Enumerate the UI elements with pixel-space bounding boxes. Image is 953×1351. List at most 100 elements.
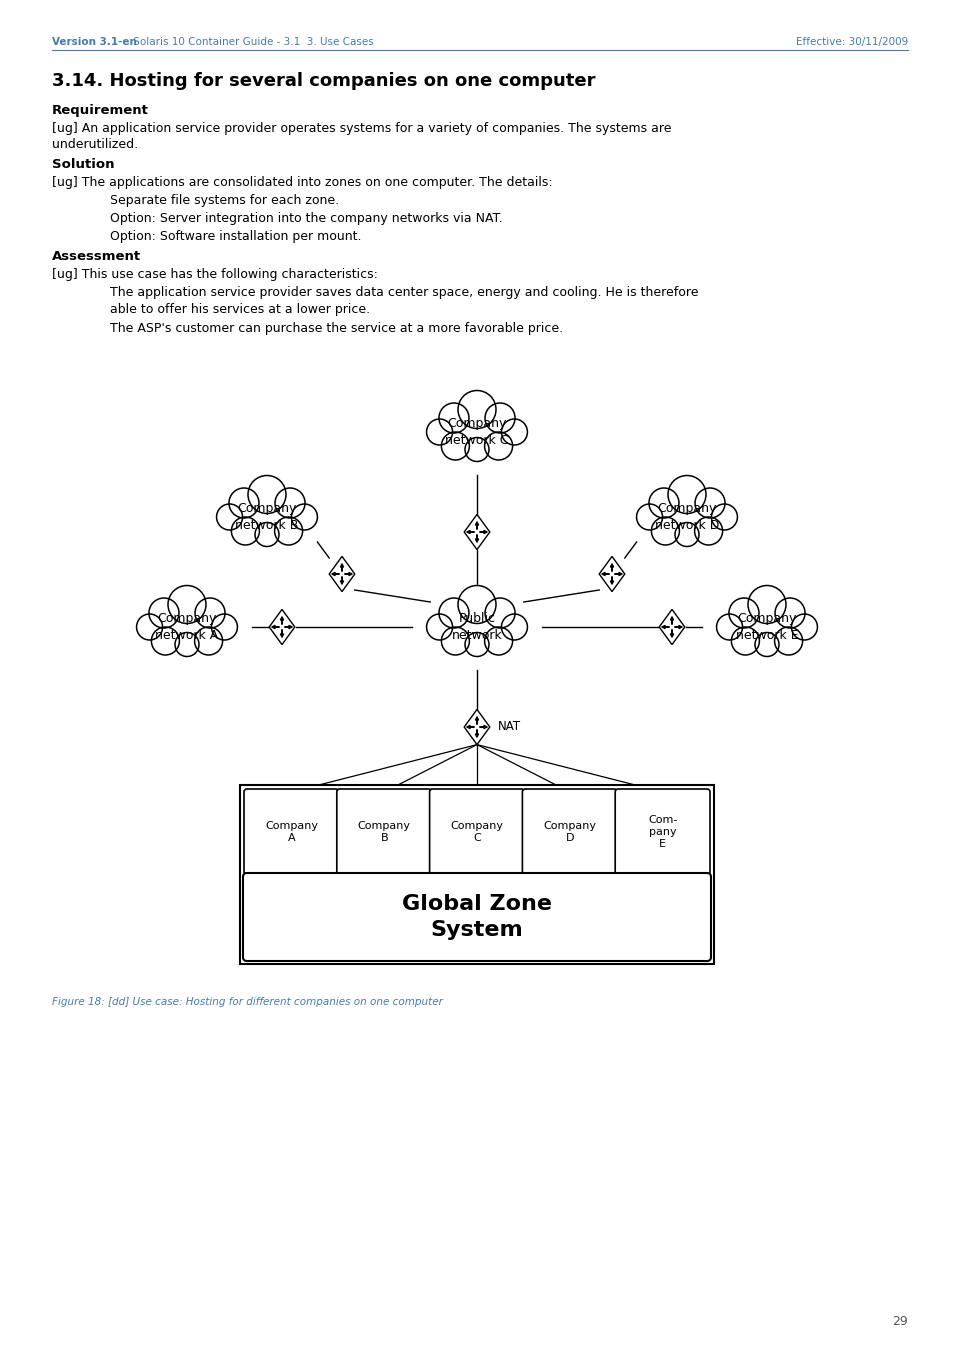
Text: Separate file systems for each zone.: Separate file systems for each zone. [110,195,338,207]
Text: Option: Software installation per mount.: Option: Software installation per mount. [110,230,361,243]
Text: Requirement: Requirement [52,104,149,118]
FancyArrow shape [674,626,681,628]
FancyBboxPatch shape [429,789,524,875]
Circle shape [484,403,515,434]
Text: Version 3.1-en: Version 3.1-en [52,36,136,47]
Polygon shape [464,709,489,744]
FancyArrow shape [340,577,343,585]
Circle shape [774,598,804,628]
FancyArrow shape [614,573,621,576]
Circle shape [675,523,699,547]
Circle shape [636,504,662,530]
FancyArrow shape [479,530,487,534]
Circle shape [438,403,469,434]
Text: Global Zone
System: Global Zone System [401,894,552,940]
FancyArrow shape [610,577,613,585]
Text: Option: Server integration into the company networks via NAT.: Option: Server integration into the comp… [110,212,502,226]
Polygon shape [464,515,489,550]
Text: [ug] The applications are consolidated into zones on one computer. The details:: [ug] The applications are consolidated i… [52,176,552,189]
FancyBboxPatch shape [243,873,710,961]
Text: Company
network D: Company network D [654,503,719,532]
Circle shape [229,488,258,517]
Circle shape [667,476,705,513]
Circle shape [232,517,259,544]
Text: Company
A: Company A [265,821,317,843]
FancyArrow shape [340,563,343,571]
Circle shape [194,627,222,655]
Circle shape [464,438,489,462]
Circle shape [484,598,515,628]
FancyArrow shape [475,716,478,724]
Circle shape [731,627,759,655]
Circle shape [648,488,679,517]
Circle shape [747,585,785,624]
Circle shape [194,598,225,628]
Circle shape [426,419,452,444]
FancyArrow shape [272,626,279,628]
Text: Effective: 30/11/2009: Effective: 30/11/2009 [795,36,907,47]
Text: Company
C: Company C [450,821,503,843]
Circle shape [754,632,779,657]
FancyArrow shape [466,530,474,534]
Circle shape [774,627,801,655]
Circle shape [136,613,162,640]
FancyArrow shape [280,616,283,624]
Text: [ug] This use case has the following characteristics:: [ug] This use case has the following cha… [52,267,377,281]
FancyBboxPatch shape [240,785,713,965]
Circle shape [651,517,679,544]
Circle shape [695,488,724,517]
Text: The ASP's customer can purchase the service at a more favorable price.: The ASP's customer can purchase the serv… [110,322,562,335]
Text: Public
network: Public network [451,612,502,642]
FancyArrow shape [466,725,474,728]
Circle shape [501,419,527,444]
FancyBboxPatch shape [522,789,617,875]
Circle shape [441,432,469,459]
Text: 3.14. Hosting for several companies on one computer: 3.14. Hosting for several companies on o… [52,72,595,91]
FancyArrow shape [670,630,673,638]
Circle shape [216,504,242,530]
Circle shape [716,613,741,640]
FancyArrow shape [332,573,339,576]
Circle shape [457,390,496,428]
Text: Company
D: Company D [542,821,596,843]
FancyArrow shape [475,535,478,542]
Circle shape [484,627,512,655]
Circle shape [149,598,179,628]
Circle shape [274,488,305,517]
Text: Company
network C: Company network C [445,417,508,447]
Text: 29: 29 [891,1315,907,1328]
Polygon shape [659,609,684,644]
FancyArrow shape [344,573,352,576]
Text: Figure 18: [dd] Use case: Hosting for different companies on one computer: Figure 18: [dd] Use case: Hosting for di… [52,997,442,1006]
Circle shape [152,627,179,655]
Circle shape [711,504,737,530]
Circle shape [484,432,512,459]
FancyBboxPatch shape [615,789,709,875]
Text: Company
network B: Company network B [235,503,298,532]
Text: Company
network E: Company network E [735,612,798,642]
Circle shape [426,613,452,640]
Text: Solution: Solution [52,158,114,172]
FancyArrow shape [475,730,478,738]
Circle shape [174,632,199,657]
FancyArrow shape [280,630,283,638]
Circle shape [728,598,759,628]
FancyBboxPatch shape [336,789,431,875]
Circle shape [248,476,286,513]
Text: Com-
pany
E: Com- pany E [647,815,677,848]
FancyArrow shape [479,725,487,728]
Circle shape [464,632,489,657]
Text: Company
B: Company B [357,821,411,843]
Text: Assessment: Assessment [52,250,141,263]
Text: The application service provider saves data center space, energy and cooling. He: The application service provider saves d… [110,286,698,316]
Circle shape [501,613,527,640]
FancyArrow shape [601,573,609,576]
Circle shape [274,517,302,544]
FancyArrow shape [670,616,673,624]
Polygon shape [329,557,355,592]
Circle shape [254,523,278,547]
Circle shape [441,627,469,655]
Circle shape [438,598,469,628]
Polygon shape [598,557,624,592]
Polygon shape [269,609,294,644]
